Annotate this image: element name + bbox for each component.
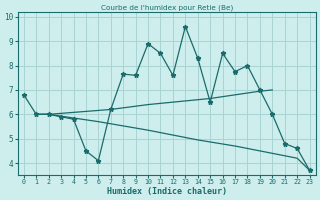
X-axis label: Humidex (Indice chaleur): Humidex (Indice chaleur) <box>107 187 227 196</box>
Title: Courbe de l'humidex pour Retie (Be): Courbe de l'humidex pour Retie (Be) <box>100 4 233 11</box>
